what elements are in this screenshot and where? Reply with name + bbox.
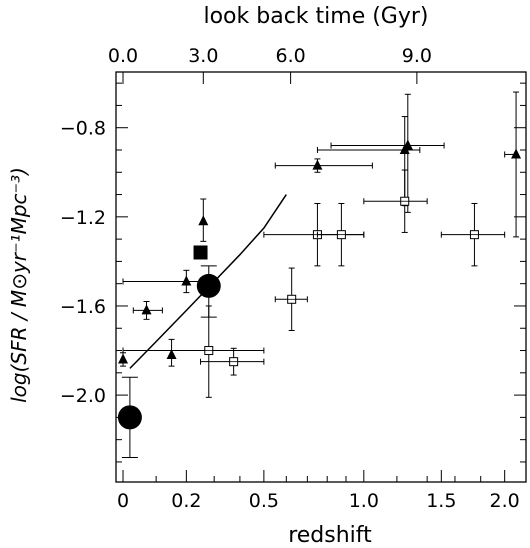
triangle-point xyxy=(511,148,522,159)
x-tick-label: 2.0 xyxy=(490,490,520,512)
top-axis-label: look back time (Gyr) xyxy=(203,4,428,29)
x-axis-label: redshift xyxy=(288,523,372,548)
top-tick-label: 3.0 xyxy=(188,45,218,67)
x-tick-label: 0.5 xyxy=(249,490,279,512)
model-curve xyxy=(129,194,287,369)
y-axis-label: log(SFR / M⊙yr⁻¹Mpc⁻³) xyxy=(7,167,31,403)
triangle-point xyxy=(402,139,413,150)
y-tick-label: −1.2 xyxy=(60,207,106,229)
x-tick-label: 1.5 xyxy=(426,490,456,512)
top-tick-label: 6.0 xyxy=(275,45,305,67)
x-tick-label: 0 xyxy=(117,490,129,512)
x-tick-label: 0.2 xyxy=(171,490,201,512)
top-tick-label: 0.0 xyxy=(108,45,138,67)
plot-frame xyxy=(115,71,527,483)
x-tick-label: 1.0 xyxy=(349,490,379,512)
y-tick-label: −1.6 xyxy=(60,296,106,318)
y-tick-label: −2.0 xyxy=(60,385,106,407)
triangle-point xyxy=(141,304,152,315)
triangle-point xyxy=(312,159,323,170)
large-circle-point xyxy=(117,405,142,430)
filled-square-point xyxy=(193,245,208,260)
top-tick-label: 9.0 xyxy=(402,45,432,67)
triangle-point xyxy=(181,275,192,286)
triangle-point xyxy=(198,215,209,226)
triangle-point xyxy=(166,348,177,359)
y-tick-label: −0.8 xyxy=(60,118,106,140)
triangle-point xyxy=(118,353,129,364)
